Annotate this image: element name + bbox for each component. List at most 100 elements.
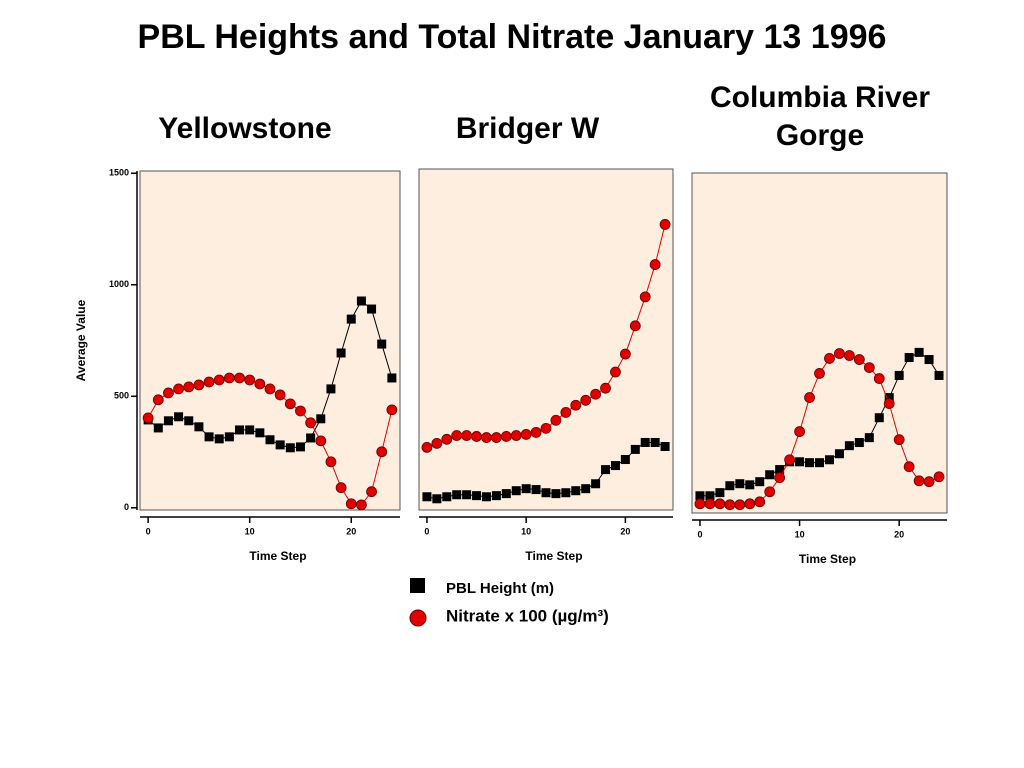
point	[316, 414, 326, 424]
chart-title: Columbia River Gorge	[709, 81, 931, 152]
point	[204, 432, 214, 442]
point	[244, 374, 256, 386]
point	[629, 320, 641, 332]
point	[255, 428, 265, 438]
point	[142, 412, 154, 424]
point	[285, 443, 295, 453]
point	[551, 489, 561, 499]
point	[531, 485, 541, 495]
point	[153, 423, 163, 433]
point	[610, 366, 621, 378]
point	[265, 435, 275, 445]
x-tick-label: 10	[795, 529, 805, 539]
point	[704, 498, 716, 510]
point	[174, 412, 184, 422]
point	[295, 442, 305, 452]
point	[356, 296, 366, 306]
point	[815, 458, 824, 468]
point	[735, 479, 745, 489]
point	[481, 492, 491, 502]
point	[163, 387, 174, 399]
point	[284, 398, 296, 410]
point	[540, 422, 552, 434]
point	[356, 499, 367, 511]
plot-area	[691, 172, 948, 514]
y-tick-label: 1000	[109, 279, 129, 289]
point	[335, 482, 347, 494]
point	[854, 438, 864, 448]
point	[581, 484, 591, 494]
point	[764, 486, 776, 498]
point	[511, 486, 521, 496]
chart-title: Bridger W	[455, 112, 600, 145]
x-tick-label: 0	[146, 526, 151, 536]
y-tick-label: 500	[114, 391, 129, 401]
point	[884, 393, 894, 403]
point	[442, 492, 452, 502]
point	[660, 442, 670, 452]
point	[254, 378, 266, 390]
plot-area	[418, 168, 674, 511]
point	[694, 498, 706, 510]
point	[601, 465, 611, 475]
point	[805, 458, 815, 468]
point	[923, 476, 935, 488]
point	[234, 372, 245, 384]
point	[235, 425, 245, 435]
point	[431, 437, 443, 449]
point	[824, 353, 835, 364]
point	[863, 362, 875, 374]
point	[305, 417, 317, 429]
point	[163, 416, 173, 426]
x-tick-label: 10	[521, 526, 531, 536]
point	[491, 491, 501, 501]
point	[315, 435, 327, 447]
x-tick-label: 20	[894, 529, 904, 539]
point	[744, 498, 756, 510]
x-tick-label: 0	[697, 529, 702, 539]
chart-title: Yellowstone	[158, 112, 332, 145]
point	[650, 437, 660, 447]
point	[264, 383, 276, 395]
point	[510, 430, 522, 441]
point	[346, 314, 356, 324]
point	[451, 430, 463, 441]
y-tick-label: 0	[124, 502, 129, 512]
point	[152, 394, 164, 406]
point	[560, 407, 572, 418]
point	[725, 481, 735, 491]
point	[590, 388, 602, 400]
point	[745, 480, 755, 490]
point	[377, 339, 387, 349]
point	[913, 475, 925, 487]
point	[775, 465, 785, 475]
point	[843, 350, 855, 361]
point	[600, 382, 611, 394]
point	[452, 490, 462, 500]
point	[580, 394, 592, 406]
point	[183, 381, 195, 393]
point	[521, 484, 531, 494]
point	[421, 442, 433, 453]
point	[894, 370, 904, 380]
legend-label: Nitrate x 100 (µg/m³)	[446, 606, 609, 625]
point	[804, 392, 815, 403]
legend-label: PBL Height (m)	[446, 580, 554, 597]
point	[275, 440, 285, 450]
point	[561, 488, 571, 498]
point	[649, 259, 661, 270]
point	[934, 370, 944, 380]
point	[864, 433, 874, 443]
point	[336, 348, 346, 358]
point	[794, 426, 805, 437]
point	[223, 372, 235, 384]
x-axis-label: Time Step	[249, 549, 306, 563]
point	[784, 454, 796, 466]
point	[274, 389, 286, 401]
point	[620, 455, 630, 465]
point	[610, 461, 620, 471]
point	[441, 433, 453, 445]
point	[571, 486, 581, 496]
point	[184, 416, 194, 426]
